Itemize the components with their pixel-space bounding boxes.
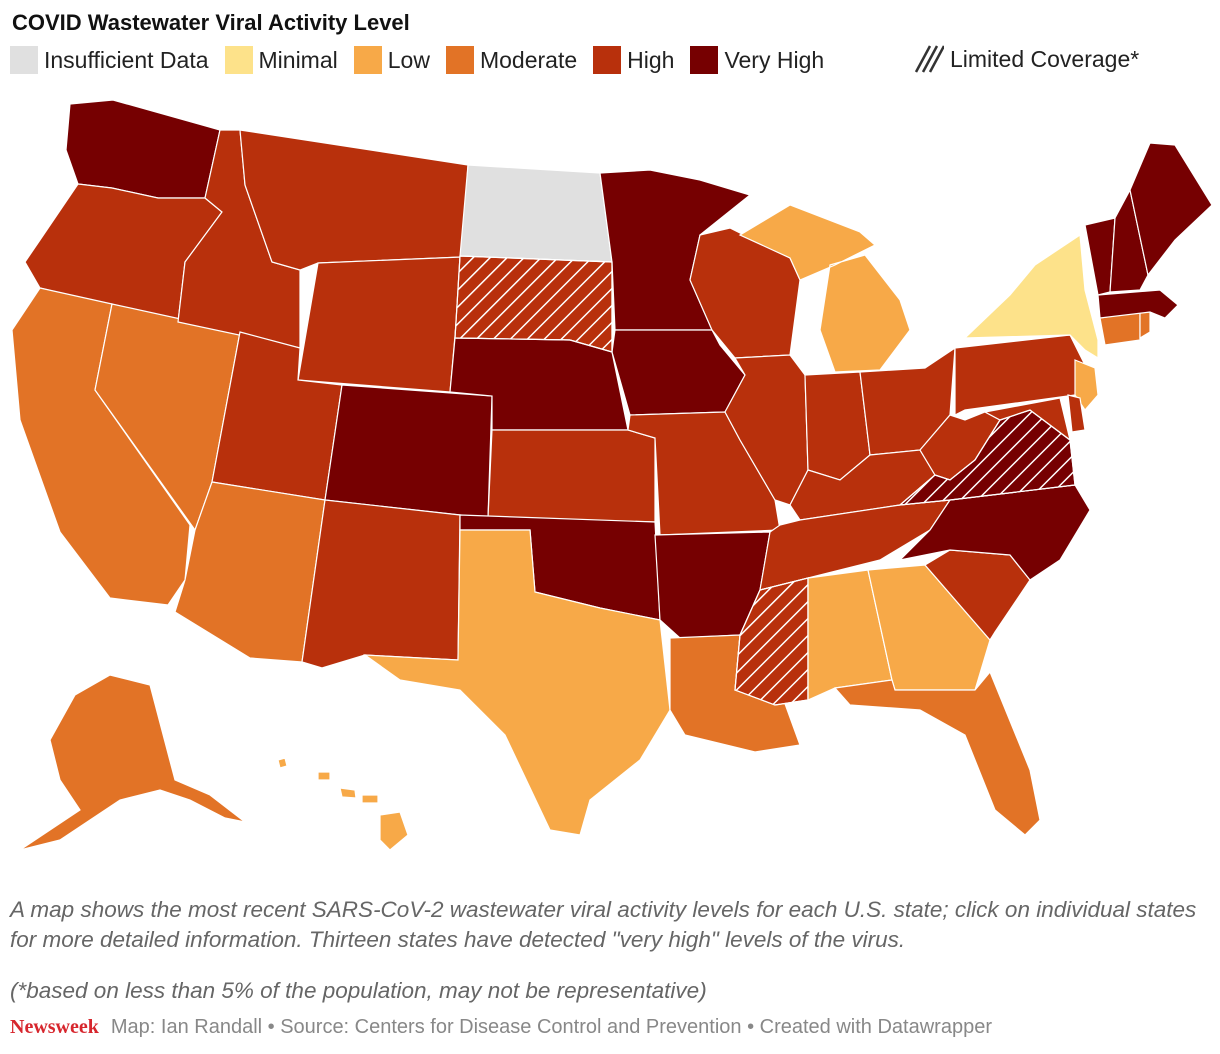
state-hi[interactable] xyxy=(277,757,409,851)
legend-swatch xyxy=(445,46,474,74)
state-il[interactable] xyxy=(724,354,809,506)
legend-label: Low xyxy=(387,46,430,73)
legend-label: Limited Coverage* xyxy=(950,45,1140,72)
map-title: COVID Wastewater Viral Activity Level xyxy=(12,10,410,35)
state-ks[interactable] xyxy=(487,429,656,523)
legend-item-low: Low xyxy=(353,46,430,74)
legend-item-very-high: Very High xyxy=(690,46,824,74)
legend-item-insufficient: Insufficient Data xyxy=(10,46,209,74)
legend-label: High xyxy=(627,46,675,73)
map-footnote: (*based on less than 5% of the populatio… xyxy=(10,978,707,1003)
legend-item-limited-coverage: Limited Coverage* xyxy=(914,44,1139,74)
legend-item-moderate: Moderate xyxy=(445,46,578,74)
state-tx[interactable] xyxy=(362,529,671,836)
legend-label: Very High xyxy=(724,46,825,73)
legend-label: Insufficient Data xyxy=(44,46,209,73)
map-caption: A map shows the most recent SARS-CoV-2 w… xyxy=(10,897,1197,952)
state-nh[interactable] xyxy=(1109,188,1149,293)
state-ma[interactable] xyxy=(1097,289,1179,319)
legend-item-high: High xyxy=(593,46,674,74)
state-me[interactable] xyxy=(1129,142,1213,277)
legend-swatch xyxy=(353,46,382,74)
legend-swatch xyxy=(690,46,719,74)
state-nm[interactable] xyxy=(301,499,461,669)
state-nj[interactable] xyxy=(1074,359,1099,411)
state-sd[interactable] xyxy=(454,255,613,353)
state-wa[interactable] xyxy=(65,99,221,199)
legend-swatch xyxy=(224,46,253,74)
legend: Insufficient Data Minimal Low Moderate H… xyxy=(10,46,840,74)
state-co[interactable] xyxy=(324,384,493,519)
state-ak[interactable] xyxy=(19,674,246,851)
newsweek-logo: Newsweek xyxy=(10,1016,99,1038)
legend-swatch xyxy=(593,46,622,74)
state-mi[interactable] xyxy=(738,204,911,373)
state-fl[interactable] xyxy=(833,670,1041,836)
state-wy[interactable] xyxy=(297,256,463,393)
us-states-map xyxy=(11,99,1213,851)
state-pa[interactable] xyxy=(954,334,1086,416)
credits: Map: Ian Randall • Source: Centers for D… xyxy=(110,1016,992,1038)
legend-item-minimal: Minimal xyxy=(224,46,338,74)
hatch-icon xyxy=(914,45,944,73)
legend-label: Minimal xyxy=(258,46,338,73)
state-ny[interactable] xyxy=(963,233,1099,360)
state-nd[interactable] xyxy=(459,164,613,263)
legend-label: Moderate xyxy=(479,46,578,73)
legend-swatch xyxy=(10,46,38,74)
state-mt[interactable] xyxy=(239,129,469,271)
state-ri[interactable] xyxy=(1139,311,1151,340)
footer: Newsweek Map: Ian Randall • Source: Cent… xyxy=(10,1016,992,1039)
